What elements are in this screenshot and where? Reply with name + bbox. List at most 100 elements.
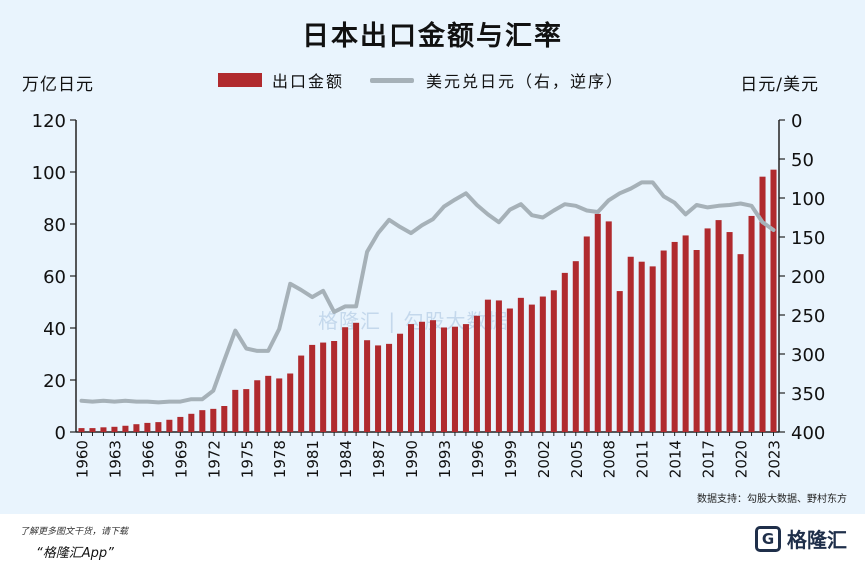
bar-export-1975 (243, 389, 250, 432)
bar-export-1969 (177, 416, 184, 432)
logo-icon: G (755, 525, 781, 552)
y-left-tick-label: 0 (55, 423, 66, 444)
bar-export-1980 (298, 355, 305, 432)
bar-export-1974 (232, 389, 239, 432)
bar-export-2011 (638, 261, 645, 432)
bar-export-2003 (550, 290, 557, 432)
y-left-tick-label: 100 (32, 163, 66, 184)
chart-title: 日本出口金额与汇率 (302, 21, 563, 52)
x-tick-label: 1969 (172, 440, 190, 478)
x-tick-label: 1993 (436, 440, 454, 478)
x-tick-label: 1963 (106, 440, 124, 478)
bar-export-1971 (199, 410, 206, 432)
bar-export-1993 (440, 327, 447, 432)
x-tick-label: 1972 (205, 440, 223, 478)
bar-export-1983 (331, 341, 338, 432)
x-tick-label: 1960 (73, 440, 91, 478)
bar-export-1989 (397, 333, 404, 432)
x-tick-label: 2017 (700, 440, 718, 478)
bar-export-1997 (484, 299, 491, 432)
x-tick-label: 1966 (139, 440, 157, 478)
bar-export-2017 (704, 228, 711, 432)
x-tick-label: 2011 (634, 440, 652, 478)
y-right-tick-label: 150 (791, 228, 825, 249)
x-tick-label: 2002 (535, 440, 553, 478)
bar-export-1962 (100, 427, 107, 432)
y-left-tick-label: 120 (32, 111, 66, 132)
y-right-tick-label: 350 (791, 384, 825, 405)
x-tick-label: 1987 (370, 440, 388, 478)
bar-export-2001 (528, 304, 535, 432)
x-tick-label: 1999 (502, 440, 520, 478)
x-tick-label: 2023 (766, 440, 784, 478)
bar-export-1972 (210, 408, 217, 432)
y-right-tick-label: 100 (791, 189, 825, 210)
y-axis-left-label: 万亿日元 (22, 75, 94, 95)
bar-export-1994 (451, 326, 458, 432)
y-left-tick-label: 40 (43, 319, 66, 340)
x-tick-label: 2014 (667, 440, 685, 478)
bar-export-1977 (265, 375, 272, 432)
bar-export-1979 (287, 373, 294, 432)
bar-export-1998 (495, 300, 502, 432)
bar-export-2019 (726, 232, 733, 432)
bar-export-1976 (254, 380, 261, 432)
bar-export-1964 (122, 425, 129, 432)
y-right-tick-label: 200 (791, 267, 825, 288)
y-right-tick-label: 50 (791, 150, 814, 171)
x-tick-label: 1975 (238, 440, 256, 478)
bar-export-2008 (605, 221, 612, 432)
bar-export-2018 (715, 220, 722, 432)
bar-export-1988 (386, 343, 393, 432)
bar-export-2020 (737, 254, 744, 432)
x-tick-label: 1978 (271, 440, 289, 478)
bar-export-1985 (353, 322, 360, 432)
y-right-tick-label: 400 (791, 423, 825, 444)
logo-text: 格隆汇 (787, 528, 847, 552)
y-right-tick-label: 300 (791, 345, 825, 366)
bar-export-1968 (166, 419, 173, 432)
x-tick-label: 2008 (601, 440, 619, 478)
bar-export-2005 (572, 261, 579, 432)
bar-export-1991 (418, 321, 426, 432)
x-tick-label: 2020 (733, 440, 751, 478)
line-usd-jpy (79, 180, 776, 405)
bar-export-2015 (682, 235, 689, 432)
bar-export-1970 (188, 413, 195, 432)
bar-export-1995 (462, 324, 469, 432)
bar-export-2022 (759, 176, 766, 432)
y-left-tick-label: 60 (43, 267, 66, 288)
bar-export-1963 (111, 426, 118, 432)
footer-app-name: “格隆汇App” (36, 546, 114, 561)
y-right-tick-label: 0 (791, 111, 802, 132)
bar-export-1965 (133, 424, 140, 432)
bar-export-2006 (583, 236, 590, 432)
source-note: 数据支持：勾股大数据、野村东方 (697, 494, 847, 505)
y-axis-right-label: 日元/美元 (740, 75, 819, 95)
x-tick-label: 2005 (568, 440, 586, 478)
bar-export-1982 (320, 342, 327, 432)
bar-export-1981 (309, 344, 316, 432)
bar-export-1996 (473, 315, 480, 432)
bar-export-2010 (627, 256, 634, 432)
legend-line-label: 美元兑日元（右，逆序） (426, 72, 625, 91)
bar-export-1990 (408, 324, 415, 432)
footer-promo-text: 了解更多图文干货，请下载 (20, 527, 129, 537)
bar-export-1986 (364, 340, 371, 432)
legend: 出口金额 美元兑日元（右，逆序） (218, 68, 624, 92)
bar-export-1960 (78, 428, 85, 432)
bar-export-1987 (375, 345, 382, 432)
bar-export-2023 (770, 169, 777, 432)
y-left-tick-label: 20 (43, 371, 66, 392)
bar-export-2002 (539, 296, 546, 432)
legend-bar-swatch (218, 73, 262, 87)
bar-export-1966 (144, 422, 151, 432)
bar-export-2012 (649, 266, 656, 432)
legend-bar-label: 出口金额 (272, 72, 345, 91)
x-tick-label: 1990 (403, 440, 421, 478)
bar-export-2021 (748, 215, 755, 432)
y-right-tick-label: 250 (791, 306, 825, 327)
x-tick-label: 1984 (337, 440, 355, 478)
bar-export-1967 (155, 422, 162, 432)
chart-plot: 0 20 40 60 80 100 120 0 50 100 150 200 250 300 350 400 1… (32, 111, 826, 478)
